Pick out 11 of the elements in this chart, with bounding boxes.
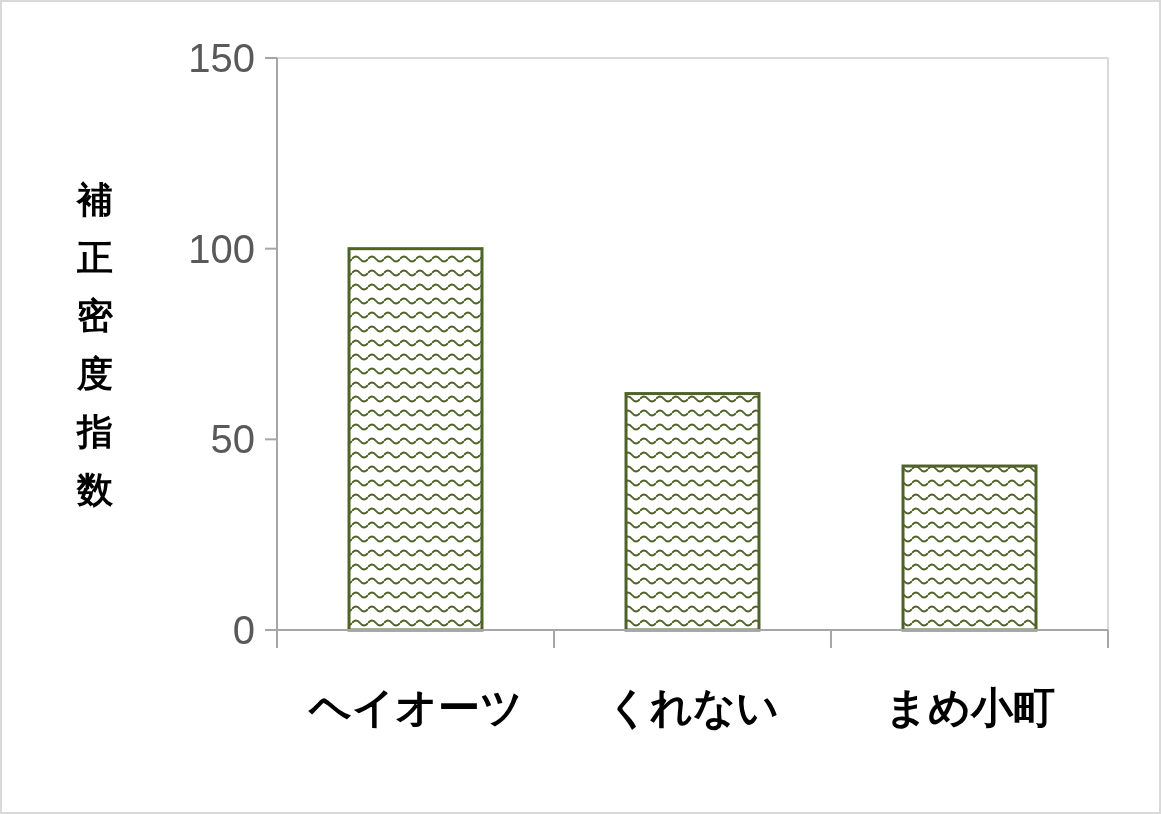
bar: [901, 464, 1038, 632]
x-tick-label: くれない: [606, 683, 779, 732]
y-tick-label: 0: [232, 608, 255, 652]
bar: [624, 392, 761, 632]
y-tick-label: 150: [188, 36, 255, 80]
x-tick-label: まめ小町: [884, 683, 1055, 732]
y-axis-title: 補正密度指数: [75, 179, 114, 510]
x-tick-label: ヘイオーツ: [307, 683, 523, 732]
y-tick-label: 50: [210, 417, 255, 462]
bar: [347, 247, 484, 632]
y-tick-label: 100: [188, 226, 255, 271]
